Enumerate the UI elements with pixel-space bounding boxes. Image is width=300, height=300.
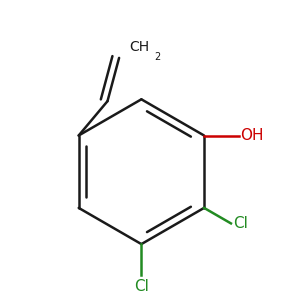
Text: CH: CH (129, 40, 150, 54)
Text: 2: 2 (154, 52, 161, 62)
Text: Cl: Cl (134, 279, 149, 294)
Text: OH: OH (240, 128, 264, 143)
Text: Cl: Cl (233, 216, 248, 231)
